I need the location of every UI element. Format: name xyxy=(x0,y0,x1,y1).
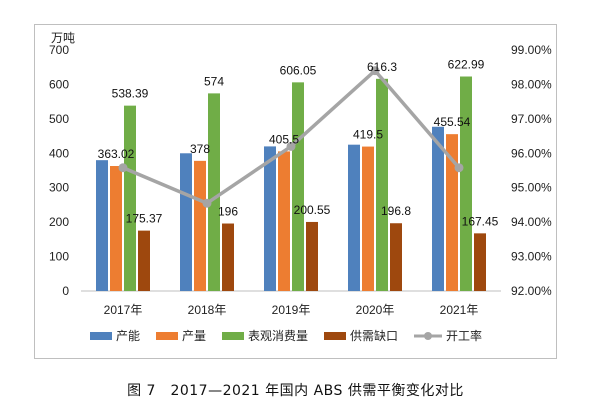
y-tick-label: 200 xyxy=(49,215,69,229)
chart-svg: 万吨 0 100 200 300 400 500 600 700 92.00% 93.00% 94.0… xyxy=(49,31,552,343)
line-point-1 xyxy=(202,198,212,208)
y-tick-label: 300 xyxy=(49,181,69,195)
legend-label-2: 表观消费量 xyxy=(248,329,308,343)
bar-1-1 xyxy=(194,160,206,291)
bar-2-4 xyxy=(460,76,472,291)
x-tick-label: 2021年 xyxy=(440,303,479,317)
line-point-0 xyxy=(118,163,128,173)
y2-tick-label: 99.00% xyxy=(511,43,552,57)
bar-0-2 xyxy=(264,146,276,291)
x-tick-label: 2017年 xyxy=(104,303,143,317)
data-label-3-4: 167.45 xyxy=(462,214,499,228)
y2-tick-label: 96.00% xyxy=(511,146,552,160)
y-tick-label: 700 xyxy=(49,43,69,57)
bar-3-2 xyxy=(306,221,318,291)
y2-tick-label: 94.00% xyxy=(511,215,552,229)
y-tick-label: 500 xyxy=(49,112,69,126)
figure-caption: 图 7 2017—2021 年国内 ABS 供需平衡变化对比 xyxy=(127,383,464,399)
legend-swatch-0 xyxy=(90,332,112,340)
bar-0-0 xyxy=(96,160,108,291)
bar-2-1 xyxy=(208,93,220,291)
y2-tick-label: 95.00% xyxy=(511,181,552,195)
chart-frame: 万吨 0 100 200 300 400 500 600 700 92.00% 93.00% 94.0… xyxy=(34,24,557,359)
y2-tick-label: 98.00% xyxy=(511,77,552,91)
legend-label-4: 开工率 xyxy=(446,328,482,343)
y-tick-label: 100 xyxy=(49,250,69,264)
line-point-3 xyxy=(370,66,380,76)
data-label-2-2: 606.05 xyxy=(280,63,317,77)
data-label-3-3: 196.8 xyxy=(381,204,411,218)
data-label-2-0: 538.39 xyxy=(112,87,149,101)
data-label-2-1: 574 xyxy=(204,74,224,88)
bar-0-1 xyxy=(180,153,192,291)
y2-tick-label: 92.00% xyxy=(511,284,552,298)
y-unit-label: 万吨 xyxy=(51,31,75,45)
bar-1-2 xyxy=(278,151,290,291)
legend-marker-4 xyxy=(424,332,432,340)
bar-3-4 xyxy=(474,233,486,291)
y-tick-label: 400 xyxy=(49,146,69,160)
data-label-3-1: 196 xyxy=(218,205,238,219)
legend-label-1: 产量 xyxy=(182,329,206,343)
data-label-2-4: 622.99 xyxy=(448,58,485,72)
bar-3-1 xyxy=(222,223,234,291)
legend-swatch-1 xyxy=(156,332,178,340)
data-label-1-1: 378 xyxy=(190,142,210,156)
bar-3-3 xyxy=(390,223,402,291)
line-point-4 xyxy=(454,163,464,173)
legend-swatch-3 xyxy=(324,332,346,340)
y2-tick-label: 93.00% xyxy=(511,250,552,264)
data-label-3-0: 175.37 xyxy=(126,212,163,226)
y-tick-label: 0 xyxy=(62,284,69,298)
data-label-1-2: 405.5 xyxy=(269,132,299,146)
line-point-2 xyxy=(286,141,296,151)
bar-2-0 xyxy=(124,105,136,291)
legend-label-3: 供需缺口 xyxy=(350,328,398,343)
bar-1-0 xyxy=(110,166,122,291)
x-tick-label: 2019年 xyxy=(272,303,311,317)
bar-2-2 xyxy=(292,82,304,291)
legend-label-0: 产能 xyxy=(116,329,140,343)
bar-0-4 xyxy=(432,126,444,291)
data-label-3-2: 200.55 xyxy=(294,203,331,217)
data-label-1-4: 455.54 xyxy=(434,115,471,129)
bar-1-3 xyxy=(362,146,374,291)
x-tick-label: 2020年 xyxy=(356,303,395,317)
y2-tick-label: 97.00% xyxy=(511,112,552,126)
y-tick-label: 600 xyxy=(49,77,69,91)
bar-3-0 xyxy=(138,230,150,291)
data-label-2-3: 616.3 xyxy=(367,60,397,74)
bar-1-4 xyxy=(446,134,458,291)
data-label-1-0: 363.02 xyxy=(98,147,135,161)
legend-swatch-2 xyxy=(222,332,244,340)
data-label-1-3: 419.5 xyxy=(353,128,383,142)
bar-0-3 xyxy=(348,144,360,291)
x-tick-label: 2018年 xyxy=(188,303,227,317)
bar-2-3 xyxy=(376,78,388,291)
